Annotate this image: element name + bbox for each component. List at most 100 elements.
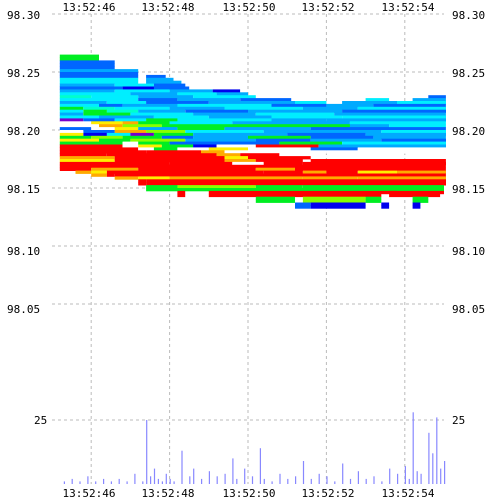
heatmap-cell	[255, 144, 319, 148]
heatmap-cell	[326, 150, 382, 154]
volume-bar	[357, 471, 359, 484]
heatmap-cell	[302, 170, 327, 174]
heatmap-cell	[138, 147, 154, 151]
heatmap-cell	[138, 127, 178, 131]
heatmap-cell	[59, 118, 84, 122]
heatmap-cell	[295, 101, 327, 105]
heatmap-cell	[59, 92, 131, 96]
heatmap-cell	[146, 80, 182, 84]
heatmap-cell	[255, 167, 295, 171]
heatmap-cell	[365, 196, 382, 200]
heatmap-cell	[59, 130, 84, 134]
heatmap-cell	[122, 144, 139, 148]
heatmap-cell	[169, 141, 280, 145]
heatmap-cell	[342, 115, 446, 119]
heatmap-cell	[310, 135, 374, 140]
heatmap-cell	[412, 196, 429, 200]
volume-bar	[201, 478, 203, 484]
heatmap-cell	[240, 98, 292, 102]
volume-bar	[408, 478, 410, 484]
heatmap-cell	[365, 199, 382, 203]
heatmap-cell	[161, 124, 350, 128]
heatmap-cell	[122, 103, 178, 108]
heatmap-cell	[130, 112, 194, 116]
heatmap-cell	[59, 135, 92, 140]
heatmap-cell	[106, 173, 115, 177]
heatmap-cell	[59, 101, 107, 105]
heatmap-cell	[302, 161, 446, 166]
heatmap-cell	[153, 83, 186, 87]
heatmap-cell	[224, 106, 303, 111]
heatmap-cell	[130, 132, 154, 137]
heatmap-cell	[412, 202, 421, 206]
heatmap-cell	[302, 106, 358, 111]
heatmap-cell	[114, 159, 225, 163]
heatmap-cell	[122, 121, 139, 125]
volume-bar	[271, 481, 273, 484]
heatmap-cell	[59, 141, 123, 145]
heatmap-cell	[381, 205, 390, 209]
heatmap-cell	[310, 159, 446, 163]
heatmap-layer	[59, 54, 446, 209]
volume-tick-left: 25	[34, 414, 47, 427]
heatmap-cell	[122, 135, 162, 140]
heatmap-cell	[389, 124, 446, 128]
heatmap-cell	[91, 167, 139, 171]
heatmap-cell	[114, 118, 147, 122]
heatmap-cell	[302, 176, 358, 180]
volume-bar	[389, 468, 391, 484]
heatmap-cell	[255, 185, 303, 189]
heatmap-cell	[106, 153, 217, 157]
heatmap-cell	[161, 144, 194, 148]
volume-bar	[181, 450, 183, 484]
heatmap-cell	[99, 115, 154, 119]
heatmap-cell	[59, 77, 139, 82]
heatmap-cell	[114, 127, 139, 131]
heatmap-cell	[302, 196, 366, 200]
heatmap-cell	[224, 127, 311, 131]
heatmap-cell	[389, 190, 397, 195]
heatmap-cell	[193, 95, 256, 99]
heatmap-cell	[255, 112, 335, 116]
volume-bar	[126, 481, 128, 484]
heatmap-cell	[83, 106, 115, 111]
volume-bar	[295, 476, 297, 484]
heatmap-cell	[146, 179, 446, 183]
heatmap-cell	[138, 167, 256, 171]
heatmap-cell	[59, 89, 115, 93]
heatmap-cell	[201, 150, 225, 154]
heatmap-cell	[185, 138, 256, 142]
volume-bar	[381, 481, 383, 484]
heatmap-cell	[263, 130, 382, 134]
heatmap-cell	[59, 69, 139, 73]
heatmap-cell	[59, 144, 123, 148]
price-tick-right: 98.20	[452, 125, 485, 138]
heatmap-cell	[59, 83, 115, 87]
heatmap-cell	[193, 144, 217, 148]
heatmap-cell	[428, 95, 446, 99]
heatmap-cell	[59, 138, 99, 142]
volume-bar	[244, 468, 246, 484]
heatmap-cell	[349, 121, 446, 125]
heatmap-cell	[224, 159, 256, 163]
heatmap-cell	[59, 161, 170, 166]
heatmap-cell	[208, 193, 382, 198]
heatmap-cell	[83, 132, 107, 137]
volume-bar	[416, 471, 418, 484]
heatmap-cell	[177, 127, 225, 131]
heatmap-cell	[59, 147, 139, 151]
heatmap-cell	[310, 202, 366, 206]
heatmap-cell	[91, 121, 123, 125]
heatmap-cell	[342, 109, 446, 113]
heatmap-cell	[193, 112, 256, 116]
heatmap-cell	[177, 103, 272, 108]
heatmap-cell	[310, 147, 358, 151]
volume-bar	[436, 417, 438, 484]
heatmap-cell	[59, 95, 92, 99]
heatmap-cell	[146, 101, 209, 105]
volume-bar	[142, 481, 144, 484]
heatmap-cell	[153, 115, 209, 119]
heatmap-cell	[342, 141, 446, 145]
heatmap-cell	[146, 74, 166, 79]
volume-bar	[224, 473, 226, 484]
